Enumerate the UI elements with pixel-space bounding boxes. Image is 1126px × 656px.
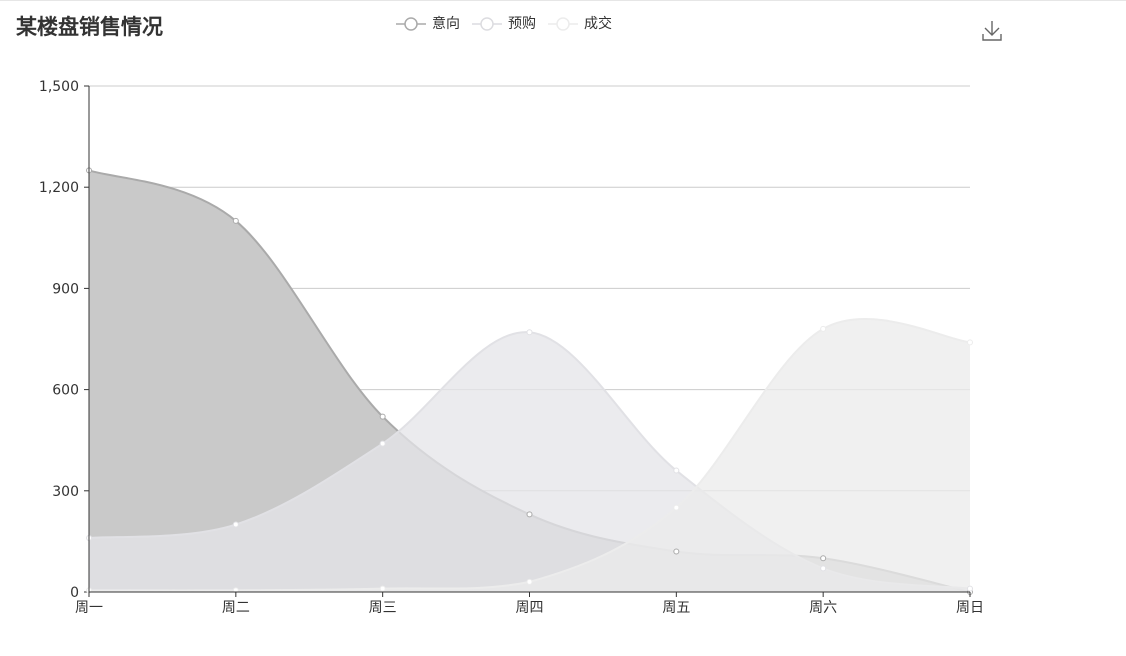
data-point-deal	[673, 504, 680, 511]
data-point-deal	[820, 325, 827, 332]
legend-marker-intent	[396, 17, 426, 31]
legend-label-intent: 意向	[432, 16, 460, 32]
data-point-deal	[526, 578, 533, 585]
x-tick-label: 周日	[956, 600, 984, 616]
legend-item-deal[interactable]: 成交	[548, 13, 612, 35]
data-point-deal	[379, 585, 386, 592]
legend-marker-deal	[548, 17, 578, 31]
top-border	[0, 0, 1126, 1]
series-area-intent	[89, 170, 970, 593]
data-point-presale	[820, 565, 827, 572]
series-area-deal	[89, 319, 970, 592]
legend-item-intent[interactable]: 意向	[396, 13, 460, 35]
data-point-presale	[673, 467, 680, 474]
x-tick-label: 周一	[75, 600, 103, 616]
x-tick-label: 周五	[662, 600, 690, 616]
data-point-presale	[232, 521, 239, 528]
x-tick-label: 周四	[516, 600, 544, 616]
y-tick-label: 0	[70, 585, 79, 601]
legend-label-presale: 预购	[508, 16, 536, 32]
y-tick-label: 300	[52, 484, 79, 500]
y-tick-label: 1,200	[39, 180, 79, 196]
y-tick-label: 1,500	[39, 79, 79, 95]
legend-marker-presale	[472, 17, 502, 31]
y-tick-label: 900	[52, 281, 79, 297]
x-tick-label: 周三	[369, 600, 397, 616]
data-point-intent	[232, 217, 239, 224]
data-point-deal	[967, 339, 973, 346]
data-point-presale	[526, 329, 533, 336]
data-point-intent	[820, 555, 827, 562]
x-tick-label: 周二	[222, 600, 250, 616]
y-tick-label: 600	[52, 383, 79, 399]
data-point-presale	[379, 440, 386, 447]
x-tick-label: 周六	[809, 600, 837, 616]
chart-title: 某楼盘销售情况	[16, 15, 163, 39]
legend-label-deal: 成交	[584, 16, 612, 32]
download-icon[interactable]	[980, 19, 1004, 43]
legend: 意向 预购 成交	[396, 13, 624, 35]
data-point-intent	[379, 413, 386, 420]
data-point-intent	[526, 511, 533, 518]
legend-item-presale[interactable]: 预购	[472, 13, 536, 35]
data-point-intent	[673, 548, 680, 555]
data-point-presale	[967, 585, 973, 592]
